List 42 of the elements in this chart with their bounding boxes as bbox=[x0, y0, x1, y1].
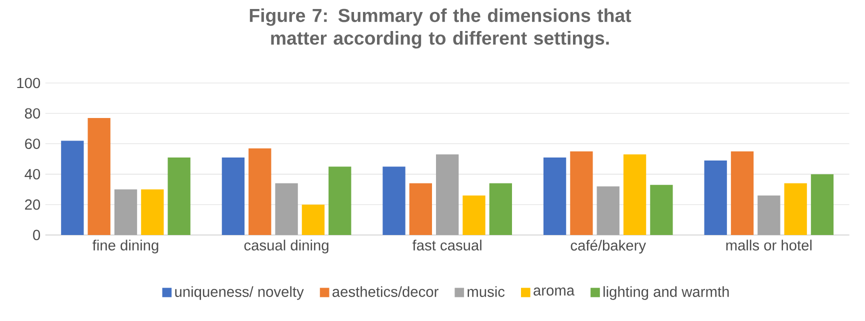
bar bbox=[382, 166, 406, 235]
legend-label: music bbox=[468, 286, 505, 297]
y-tick-label: 0 bbox=[33, 230, 40, 240]
bar bbox=[168, 157, 190, 235]
chart-title: Figure 7: Summary of the dimensions that matter according to different settings. bbox=[250, 8, 632, 49]
y-tick-label: 80 bbox=[24, 108, 40, 119]
bar bbox=[61, 140, 84, 235]
bar bbox=[462, 195, 486, 235]
bar bbox=[302, 204, 325, 235]
y-tick-label: 100 bbox=[17, 78, 40, 88]
bar bbox=[248, 148, 272, 235]
legend-label: lighting and warmth bbox=[604, 286, 729, 300]
x-tick-label: fast casual bbox=[412, 240, 482, 250]
y-tick-label: 40 bbox=[24, 169, 40, 180]
bar bbox=[704, 160, 727, 235]
bar bbox=[730, 151, 754, 235]
x-tick-label: café/bakery bbox=[570, 240, 646, 254]
x-tick-label: casual dining bbox=[244, 240, 328, 254]
x-tick-label: malls or hotel bbox=[726, 240, 812, 250]
legend-label: aroma bbox=[534, 288, 575, 296]
bar bbox=[623, 154, 646, 235]
bar bbox=[114, 189, 138, 235]
bar bbox=[436, 154, 459, 235]
bar bbox=[222, 157, 245, 235]
legend-label: uniqueness/ novelty bbox=[175, 286, 304, 300]
bar bbox=[543, 157, 566, 235]
bar bbox=[650, 184, 673, 235]
bar bbox=[328, 166, 352, 235]
bar bbox=[275, 183, 298, 235]
y-tick-label: 60 bbox=[25, 138, 40, 149]
bar bbox=[141, 189, 164, 235]
bar bbox=[409, 183, 432, 235]
bar bbox=[596, 186, 620, 235]
bar bbox=[88, 118, 110, 235]
x-tick-label: fine dining bbox=[92, 240, 158, 254]
bar bbox=[758, 195, 780, 235]
y-tick-label: 20 bbox=[25, 199, 40, 210]
legend-label: aesthetics/decor bbox=[332, 286, 438, 297]
bar bbox=[570, 151, 593, 235]
bar bbox=[489, 183, 512, 235]
bar bbox=[810, 174, 834, 235]
bar bbox=[784, 183, 807, 235]
